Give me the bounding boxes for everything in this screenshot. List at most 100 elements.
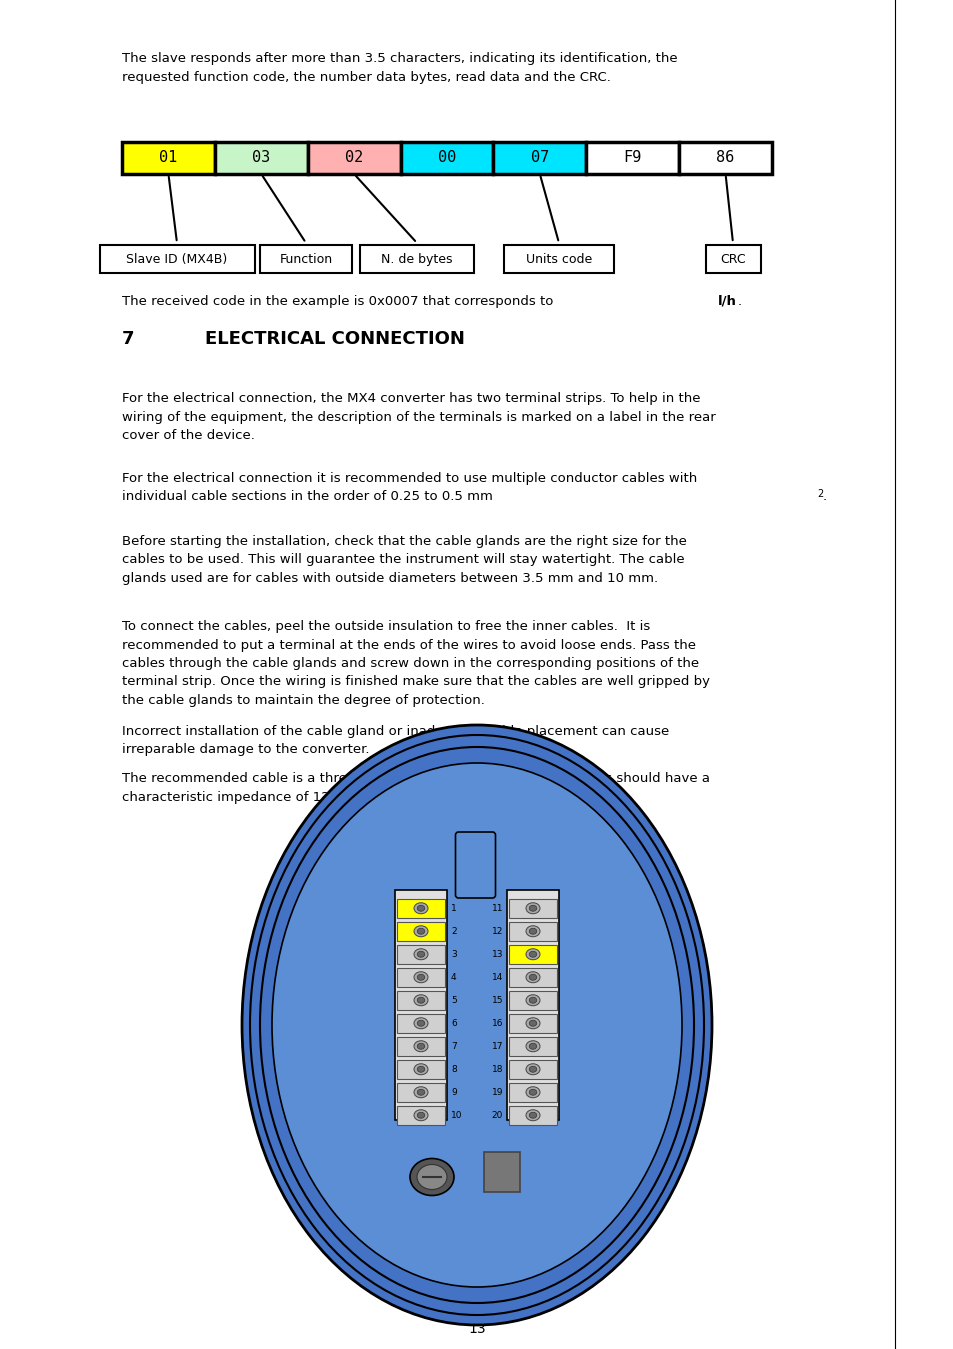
Ellipse shape <box>529 1112 537 1118</box>
Ellipse shape <box>272 764 681 1287</box>
Ellipse shape <box>529 1043 537 1050</box>
Bar <box>396 1083 444 1102</box>
Ellipse shape <box>414 1040 428 1052</box>
Ellipse shape <box>416 1020 424 1027</box>
Text: 8: 8 <box>451 1064 456 1074</box>
Bar <box>493 142 586 174</box>
Bar <box>396 1106 444 1125</box>
Text: 3: 3 <box>451 950 456 959</box>
Text: 07: 07 <box>530 151 548 166</box>
Text: 18: 18 <box>491 1064 502 1074</box>
Ellipse shape <box>416 1089 424 1095</box>
Ellipse shape <box>529 1066 537 1072</box>
Text: The received code in the example is 0x0007 that corresponds to: The received code in the example is 0x00… <box>122 295 558 308</box>
Bar <box>509 1037 557 1055</box>
Text: 6: 6 <box>451 1018 456 1028</box>
Bar <box>396 921 444 940</box>
Text: Function: Function <box>279 252 333 266</box>
Text: 12: 12 <box>491 927 502 936</box>
Text: 20: 20 <box>491 1110 502 1120</box>
Ellipse shape <box>529 928 537 935</box>
Text: 7: 7 <box>122 331 134 348</box>
Bar <box>396 946 444 963</box>
Ellipse shape <box>414 971 428 983</box>
Ellipse shape <box>242 724 711 1325</box>
Bar <box>509 921 557 940</box>
Bar <box>260 246 352 272</box>
Text: N. de bytes: N. de bytes <box>381 252 453 266</box>
Ellipse shape <box>416 1112 424 1118</box>
Text: 17: 17 <box>491 1041 502 1051</box>
Ellipse shape <box>529 951 537 958</box>
Ellipse shape <box>416 1066 424 1072</box>
Text: .: . <box>738 295 741 308</box>
Text: The recommended cable is a three wire cable with a shield. These cables should h: The recommended cable is a three wire ca… <box>122 772 709 804</box>
Text: 5: 5 <box>451 996 456 1005</box>
Text: 13: 13 <box>491 950 502 959</box>
Text: Incorrect installation of the cable gland or inadequate cable placement can caus: Incorrect installation of the cable glan… <box>122 724 669 757</box>
Text: For the electrical connection it is recommended to use multiple conductor cables: For the electrical connection it is reco… <box>122 472 697 503</box>
Text: 19: 19 <box>491 1087 502 1097</box>
Bar <box>359 246 474 272</box>
Ellipse shape <box>525 902 539 913</box>
Ellipse shape <box>529 905 537 912</box>
Bar <box>396 898 444 917</box>
Text: 9: 9 <box>451 1087 456 1097</box>
Text: 1: 1 <box>451 904 456 913</box>
Text: 16: 16 <box>491 1018 502 1028</box>
Ellipse shape <box>414 994 428 1006</box>
Ellipse shape <box>525 971 539 983</box>
Ellipse shape <box>416 905 424 912</box>
Bar <box>122 142 214 174</box>
Bar <box>509 1014 557 1032</box>
Bar <box>506 890 558 1120</box>
Text: Slave ID (MX4B): Slave ID (MX4B) <box>126 252 228 266</box>
Text: ELECTRICAL CONNECTION: ELECTRICAL CONNECTION <box>205 331 464 348</box>
Ellipse shape <box>414 902 428 913</box>
Ellipse shape <box>525 925 539 936</box>
Bar <box>705 246 760 272</box>
Bar <box>395 890 447 1120</box>
Bar <box>509 992 557 1009</box>
Ellipse shape <box>414 1064 428 1075</box>
Text: 11: 11 <box>491 904 502 913</box>
Bar <box>679 142 771 174</box>
Ellipse shape <box>416 951 424 958</box>
Ellipse shape <box>525 994 539 1006</box>
Text: For the electrical connection, the MX4 converter has two terminal strips. To hel: For the electrical connection, the MX4 c… <box>122 393 715 442</box>
Text: 2: 2 <box>816 490 822 499</box>
Bar <box>509 1060 557 1078</box>
Ellipse shape <box>260 747 693 1303</box>
Bar <box>308 142 400 174</box>
Text: 10: 10 <box>451 1110 462 1120</box>
Ellipse shape <box>525 948 539 959</box>
Bar <box>509 946 557 963</box>
Text: Before starting the installation, check that the cable glands are the right size: Before starting the installation, check … <box>122 536 686 585</box>
Bar <box>396 992 444 1009</box>
Text: 03: 03 <box>252 151 270 166</box>
Ellipse shape <box>525 1110 539 1121</box>
Text: CRC: CRC <box>720 252 745 266</box>
Bar <box>214 142 308 174</box>
Ellipse shape <box>414 1110 428 1121</box>
Bar <box>509 1083 557 1102</box>
Text: 01: 01 <box>159 151 177 166</box>
Bar <box>400 142 493 174</box>
Ellipse shape <box>410 1159 454 1195</box>
Text: 4: 4 <box>451 973 456 982</box>
Ellipse shape <box>529 1020 537 1027</box>
Bar <box>396 1014 444 1032</box>
Bar <box>396 1037 444 1055</box>
Ellipse shape <box>416 928 424 935</box>
FancyBboxPatch shape <box>455 832 495 898</box>
Bar <box>509 969 557 986</box>
Bar <box>509 898 557 917</box>
Text: .: . <box>821 491 825 503</box>
Ellipse shape <box>416 997 424 1004</box>
Ellipse shape <box>414 948 428 959</box>
Ellipse shape <box>416 974 424 981</box>
Bar <box>586 142 679 174</box>
Ellipse shape <box>416 1164 447 1190</box>
Text: 00: 00 <box>437 151 456 166</box>
Text: 15: 15 <box>491 996 502 1005</box>
